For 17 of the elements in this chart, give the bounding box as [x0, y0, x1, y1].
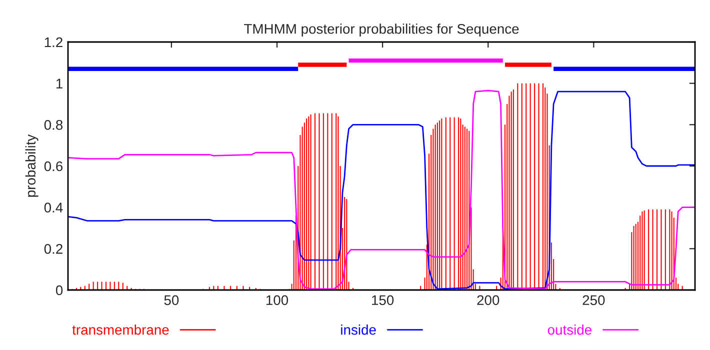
legend-label: transmembrane	[72, 324, 169, 335]
y-tick-label: 0.6	[44, 161, 63, 172]
x-tick-label: 250	[582, 295, 605, 306]
y-tick-label: 1	[56, 78, 62, 88]
x-tick-label: 150	[372, 295, 394, 306]
y-axis-title: probability	[25, 134, 38, 197]
x-tick-label: 100	[266, 295, 288, 306]
x-tick-label: 200	[477, 295, 500, 306]
y-tick-label: 1.2	[44, 37, 62, 48]
legend-label: outside	[548, 324, 592, 335]
y-tick-label: 0	[56, 285, 63, 296]
x-tick-label: 50	[164, 295, 179, 306]
y-tick-label: 0.4	[44, 202, 63, 213]
chart-title: TMHMM posterior probabilities for Sequence	[244, 24, 519, 37]
legend-label: inside	[341, 324, 376, 335]
y-tick-label: 0.2	[44, 244, 62, 254]
y-tick-label: 0.8	[44, 120, 63, 130]
